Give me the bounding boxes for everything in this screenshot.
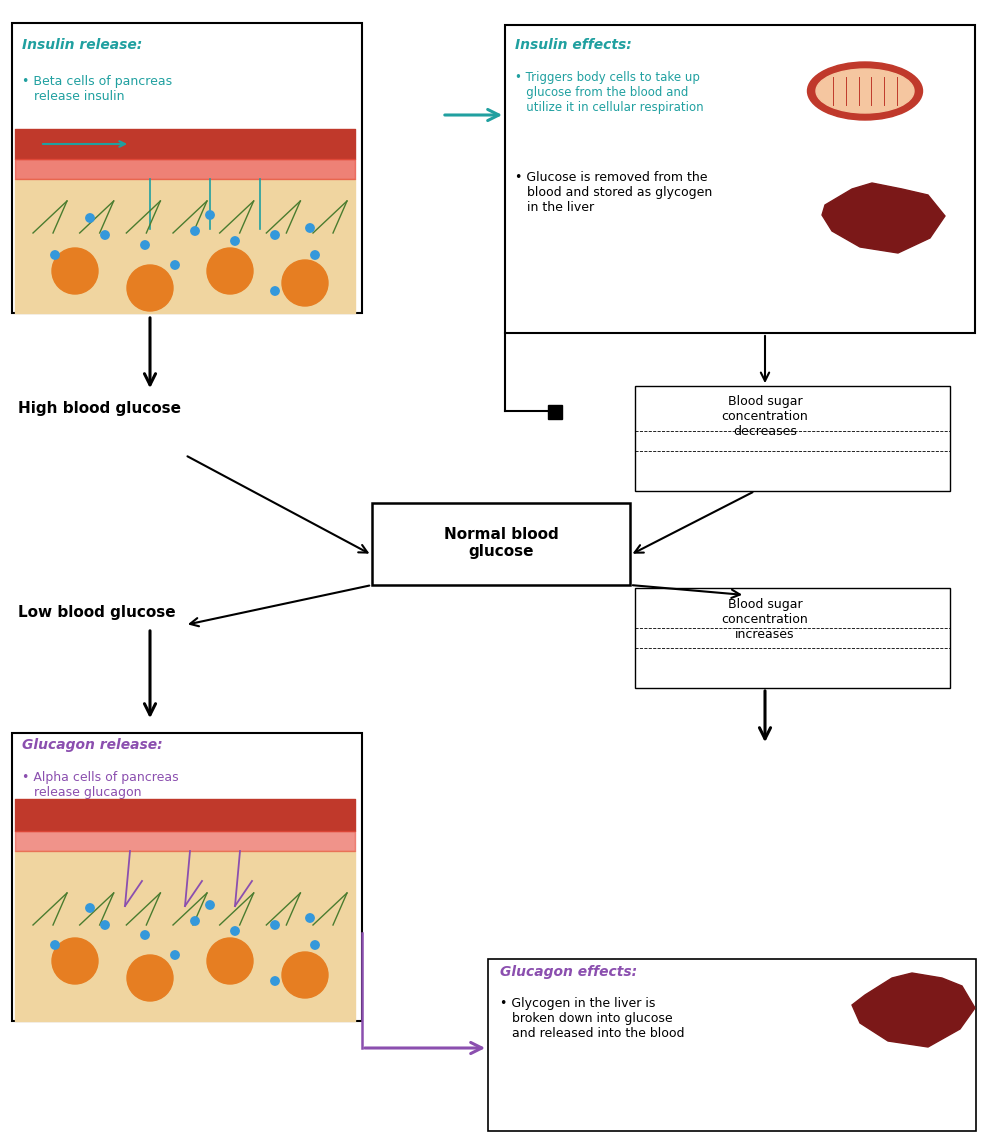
Text: • Glucose is removed from the
   blood and stored as glycogen
   in the liver: • Glucose is removed from the blood and … (515, 171, 712, 214)
Circle shape (271, 287, 279, 295)
Circle shape (141, 930, 149, 940)
Circle shape (306, 224, 314, 232)
FancyBboxPatch shape (488, 959, 976, 1132)
Circle shape (86, 214, 94, 222)
Circle shape (141, 241, 149, 249)
Text: Blood sugar
concentration
increases: Blood sugar concentration increases (722, 598, 808, 641)
Ellipse shape (808, 62, 922, 120)
Ellipse shape (816, 69, 914, 113)
Polygon shape (852, 973, 975, 1047)
Circle shape (306, 913, 314, 922)
Circle shape (282, 952, 328, 998)
Text: • Beta cells of pancreas
   release insulin: • Beta cells of pancreas release insulin (22, 75, 172, 103)
Text: Normal blood
glucose: Normal blood glucose (444, 527, 558, 559)
FancyBboxPatch shape (635, 386, 950, 491)
Text: • Triggers body cells to take up
   glucose from the blood and
   utilize it in : • Triggers body cells to take up glucose… (515, 71, 704, 114)
Text: Glucagon release:: Glucagon release: (22, 738, 163, 752)
Circle shape (271, 921, 279, 929)
Circle shape (52, 248, 98, 294)
Circle shape (231, 237, 239, 246)
Circle shape (207, 248, 253, 294)
FancyBboxPatch shape (635, 588, 950, 688)
Text: Insulin effects:: Insulin effects: (515, 38, 632, 51)
Circle shape (171, 261, 179, 270)
Circle shape (101, 231, 109, 239)
FancyBboxPatch shape (12, 733, 362, 1021)
Polygon shape (822, 183, 945, 253)
Circle shape (171, 951, 179, 959)
Circle shape (127, 265, 173, 311)
Circle shape (51, 250, 59, 259)
Circle shape (282, 259, 328, 306)
Text: Blood sugar
concentration
decreases: Blood sugar concentration decreases (722, 395, 808, 438)
Circle shape (271, 231, 279, 239)
Circle shape (206, 210, 214, 219)
Text: Glucagon effects:: Glucagon effects: (500, 965, 637, 980)
Circle shape (231, 927, 239, 935)
Text: • Alpha cells of pancreas
   release glucagon: • Alpha cells of pancreas release glucag… (22, 772, 179, 799)
Circle shape (271, 977, 279, 985)
Text: • Glycogen in the liver is
   broken down into glucose
   and released into the : • Glycogen in the liver is broken down i… (500, 997, 684, 1040)
Circle shape (127, 956, 173, 1001)
FancyBboxPatch shape (548, 405, 562, 419)
Text: Low blood glucose: Low blood glucose (18, 605, 176, 620)
FancyBboxPatch shape (505, 25, 975, 333)
Circle shape (311, 250, 319, 259)
Circle shape (86, 904, 94, 912)
Text: Insulin release:: Insulin release: (22, 38, 142, 51)
Circle shape (206, 901, 214, 909)
Circle shape (191, 917, 199, 925)
FancyBboxPatch shape (12, 23, 362, 313)
Circle shape (207, 938, 253, 984)
Circle shape (101, 921, 109, 929)
Circle shape (52, 938, 98, 984)
Circle shape (51, 941, 59, 949)
FancyBboxPatch shape (372, 503, 630, 585)
Text: High blood glucose: High blood glucose (18, 401, 181, 416)
Circle shape (311, 941, 319, 949)
Circle shape (191, 226, 199, 235)
